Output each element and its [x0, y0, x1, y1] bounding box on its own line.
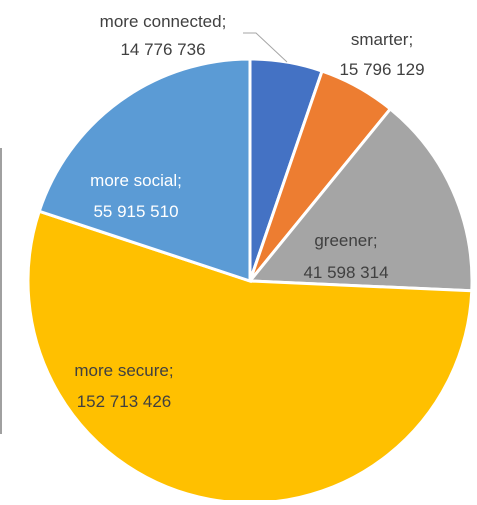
- data-label-greener-name: greener;: [314, 231, 377, 250]
- data-label-smarter-value: 15 796 129: [339, 60, 424, 79]
- data-label-more-connected-name: more connected;: [100, 12, 227, 31]
- data-label-greener-value: 41 598 314: [303, 263, 388, 282]
- data-label-more-connected-value: 14 776 736: [120, 40, 205, 59]
- data-label-more-social-name: more social;: [90, 171, 182, 190]
- data-label-smarter-name: smarter;: [351, 30, 413, 49]
- pie-slices: [28, 59, 472, 500]
- data-label-more-social-value: 55 915 510: [93, 202, 178, 221]
- data-label-more-secure-name: more secure;: [74, 361, 173, 380]
- data-label-more-secure-value: 152 713 426: [77, 392, 172, 411]
